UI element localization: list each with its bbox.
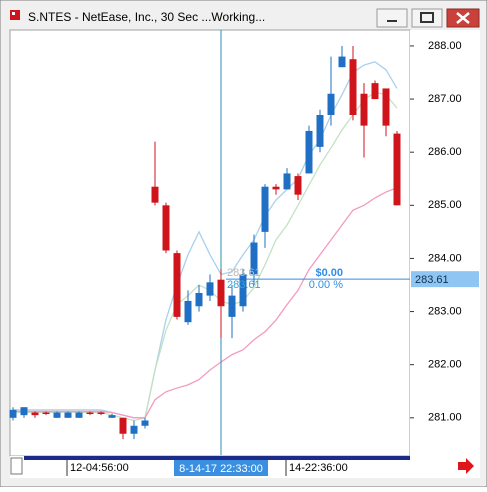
price-axis [410, 30, 480, 456]
candle-body [283, 173, 291, 190]
candle-body [294, 176, 302, 195]
candle-body [316, 115, 324, 147]
y-tick-label: 286.00 [428, 146, 462, 158]
candle-body [228, 295, 236, 317]
candle-body [184, 300, 192, 323]
candle-body [360, 93, 368, 126]
candle-body [9, 409, 17, 418]
candle-body [64, 412, 72, 418]
crosshair-time-box [174, 460, 268, 476]
measure-change-pct: 0.00 % [309, 279, 343, 291]
candle-body [371, 83, 379, 100]
measure-ghost-label: 283.61 [227, 267, 261, 279]
measure-change: $0.00 [315, 267, 343, 279]
candle-body [250, 242, 258, 275]
candle-body [31, 412, 39, 416]
candle-body [86, 412, 94, 414]
app-icon-detail [12, 12, 15, 15]
chart: 281.00 282.00 283.00 284.00 285.00 286.00 287.… [9, 30, 479, 476]
candle-body [393, 133, 401, 206]
candle-body [327, 93, 335, 115]
candle-body [151, 186, 159, 203]
minimize-button[interactable] [376, 8, 408, 28]
y-tick-label: 283.00 [428, 305, 462, 317]
y-tick-label: 287.00 [428, 93, 462, 105]
candle-body [349, 59, 357, 115]
candle-body [272, 186, 280, 190]
candle-body [239, 274, 247, 307]
scroll-box[interactable] [10, 457, 23, 475]
y-tick-label: 288.00 [428, 40, 462, 52]
y-tick-label: 284.00 [428, 252, 462, 264]
candle-body [217, 279, 225, 307]
candle-body [42, 412, 50, 414]
price-box [411, 271, 479, 288]
candle-body [75, 412, 83, 418]
y-tick-label: 281.00 [428, 412, 462, 424]
candle-body [20, 407, 28, 416]
y-tick-label: 282.00 [428, 359, 462, 371]
candle-body [130, 425, 138, 434]
crosshair-time-label: 8-14-17 22:33:00 [179, 463, 263, 475]
y-tick-label: 285.00 [428, 199, 462, 211]
window-buttons [376, 8, 480, 28]
scroll-bar[interactable] [24, 456, 410, 460]
moving-average-line [13, 187, 398, 419]
candle-body [97, 412, 105, 414]
maximize-icon [420, 12, 434, 23]
candle-body [108, 415, 116, 418]
candle-body [382, 88, 390, 126]
candle-body [173, 253, 181, 317]
candle-body [53, 412, 61, 418]
window-title: S.NTES - NetEase, Inc., 30 Sec ...Workin… [28, 10, 265, 24]
x-tick-label: 12-04:56:00 [70, 462, 129, 474]
close-icon [456, 12, 470, 24]
candle-body [206, 282, 214, 296]
candle-body [195, 292, 203, 307]
plot-area [9, 29, 411, 457]
candle-body [162, 205, 170, 251]
scroll-right-arrow[interactable] [458, 458, 474, 474]
candle-body [141, 420, 149, 426]
x-tick-label: 14-22:36:00 [289, 462, 348, 474]
maximize-button[interactable] [411, 8, 443, 28]
measure-price-label: 283.61 [227, 279, 261, 291]
candle-body [119, 417, 127, 434]
candle-body [261, 186, 269, 232]
price-label: 283.61 [415, 274, 449, 286]
candle-body [305, 130, 313, 174]
candle-body [338, 56, 346, 68]
